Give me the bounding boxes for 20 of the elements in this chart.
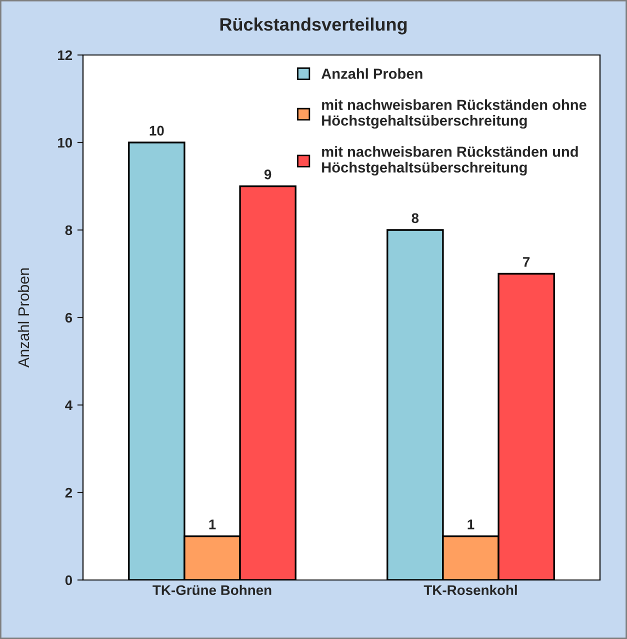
y-tick-label: 4 bbox=[65, 400, 73, 410]
y-tick-label: 2 bbox=[65, 488, 72, 498]
y-tick-label: 10 bbox=[58, 138, 72, 148]
chart-title: Rückstandsverteilung bbox=[220, 18, 407, 34]
data-label: 1 bbox=[209, 520, 216, 530]
data-label: 10 bbox=[150, 126, 164, 136]
y-tick-label: 12 bbox=[58, 50, 72, 60]
legend-label: Anzahl Proben bbox=[321, 68, 422, 79]
y-tick-label: 6 bbox=[65, 312, 72, 323]
y-tick-label: 8 bbox=[65, 225, 72, 236]
legend-label: mit nachweisbaren Rückständen ohne Höchstgehaltsüberschreitung bbox=[322, 99, 586, 129]
data-label: 8 bbox=[412, 213, 419, 224]
data-label: 9 bbox=[264, 170, 272, 180]
y-axis-title: Anzahl Proben bbox=[18, 268, 30, 368]
data-label: 7 bbox=[523, 257, 530, 267]
x-tick-label: TK-Grüne Bohnen bbox=[152, 584, 272, 596]
data-label: 1 bbox=[468, 520, 474, 530]
legend-label: mit nachweisbaren Rückständen und Höchstgehaltsüberschreitung bbox=[322, 146, 578, 176]
x-tick-label: TK-Rosenkohl bbox=[424, 584, 517, 596]
y-tick-label: 0 bbox=[65, 575, 72, 586]
